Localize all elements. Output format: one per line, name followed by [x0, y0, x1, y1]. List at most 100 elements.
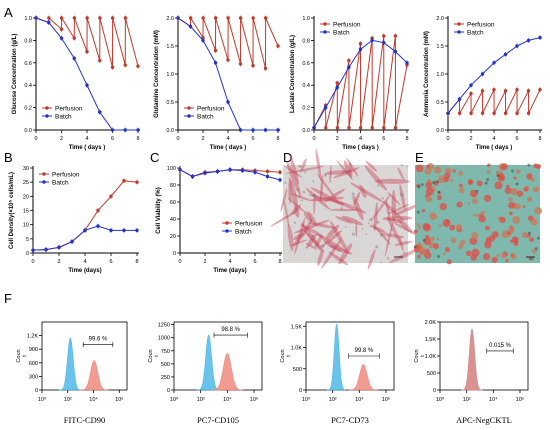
- cell-nucleus: [395, 216, 398, 219]
- x-axis-label: Time (days): [213, 268, 246, 274]
- lipid-droplet: [504, 187, 512, 195]
- data-point-batch: [382, 40, 386, 45]
- stained-fiber: [346, 157, 359, 177]
- y-tick-label: 500: [293, 367, 302, 373]
- x-axis-label: APC-NegCKTL: [456, 415, 512, 425]
- lipid-droplet: [452, 169, 456, 173]
- x-tick-label: 8: [538, 136, 541, 142]
- stained-fiber: [372, 223, 391, 246]
- cell-nucleus: [530, 257, 534, 261]
- data-point-perfusion: [335, 126, 340, 130]
- cell-nucleus: [296, 188, 300, 192]
- cell-nucleus: [417, 185, 421, 189]
- lipid-droplet: [472, 198, 478, 205]
- lipid-droplet: [433, 243, 439, 250]
- stained-fiber: [316, 233, 346, 252]
- x-tick-label: 6: [251, 136, 254, 142]
- cell-nucleus: [386, 257, 390, 260]
- lipid-droplet: [508, 226, 515, 234]
- data-point-perfusion: [469, 111, 473, 115]
- lipid-droplet: [458, 187, 465, 194]
- data-point-perfusion: [59, 27, 64, 31]
- stained-fiber: [294, 205, 300, 218]
- stained-fiber: [369, 224, 387, 234]
- cell-nucleus: [367, 222, 370, 225]
- stained-fiber: [331, 199, 367, 214]
- data-point-perfusion: [123, 16, 128, 20]
- x-tick-label: 10⁶: [382, 396, 390, 403]
- lipid-droplet: [491, 256, 498, 263]
- cell-nucleus: [345, 171, 349, 175]
- x-tick-label: 0: [446, 136, 449, 142]
- y-tick-label: 0.0: [24, 128, 32, 134]
- data-point-batch: [47, 20, 51, 25]
- cell-nucleus: [437, 254, 441, 258]
- stained-fiber: [294, 217, 306, 255]
- x-tick-label: 0: [34, 136, 37, 142]
- lipid-droplet: [456, 201, 463, 208]
- chart-f3: 0 500 1.0K 1.5K 10⁰ 10² 10⁴ 10⁶ 99.8 % Count PC7-C…: [280, 321, 395, 425]
- stained-fiber: [284, 165, 302, 178]
- data-point-batch: [358, 47, 363, 52]
- stained-fiber: [320, 238, 342, 269]
- data-point-perfusion: [382, 34, 386, 38]
- y-tick-label: 250: [161, 375, 170, 381]
- data-point-batch: [201, 38, 205, 43]
- chart-b: 0 2 4 6 8 0 5 10 15 20 25 30 Time (days) Cell Density…: [9, 166, 139, 274]
- stained-fiber: [325, 224, 340, 240]
- stained-fiber: [317, 250, 324, 266]
- y-axis-label-line: t: [420, 355, 426, 357]
- data-point-perfusion: [213, 48, 218, 53]
- x-tick-label: 10²: [197, 397, 205, 403]
- charts-layer: 0 2 4 6 8 0.0 0.2 0.4 0.6 0.8 1.0 Time ( days ) Gluc…: [9, 15, 542, 425]
- y-tick-label: 1.0: [302, 16, 310, 22]
- lipid-droplet: [527, 215, 534, 222]
- legend-marker: [457, 30, 461, 34]
- legend-marker: [225, 221, 229, 225]
- cell-nucleus: [515, 182, 519, 186]
- cell-nucleus: [351, 192, 355, 196]
- lipid-droplet: [508, 201, 515, 209]
- data-point-batch: [70, 239, 74, 244]
- histogram-peak-blue: [196, 334, 221, 391]
- cell-nucleus: [402, 251, 406, 254]
- y-tick-label: 0.4: [24, 83, 32, 89]
- y-tick-label: 1250: [158, 323, 170, 329]
- x-axis-label: Time ( days ): [476, 145, 513, 151]
- x-axis-label: FITC-CD90: [64, 415, 106, 425]
- y-tick-label: 10: [23, 223, 29, 229]
- cell-nucleus: [534, 247, 538, 251]
- y-tick-label: 2.0K: [425, 320, 437, 326]
- stained-fiber: [355, 222, 358, 238]
- stained-fiber: [305, 187, 331, 210]
- lipid-droplet: [523, 186, 529, 192]
- lipid-droplet: [486, 169, 491, 174]
- lipid-droplet: [505, 259, 509, 263]
- lipid-droplet: [533, 186, 540, 193]
- y-tick-label: 1.0: [436, 72, 444, 78]
- stained-fiber: [300, 158, 307, 172]
- stained-fiber: [289, 239, 308, 246]
- lipid-droplet: [458, 243, 464, 249]
- cell-nucleus: [536, 236, 540, 240]
- stained-fiber: [382, 201, 405, 221]
- y-axis-label-line: Coun: [16, 349, 22, 362]
- stained-fiber: [382, 233, 405, 239]
- lipid-droplet: [489, 235, 496, 242]
- histogram-peak-red: [79, 360, 109, 391]
- y-tick-label: 25: [23, 180, 29, 186]
- x-tick-label: 4: [359, 136, 362, 142]
- x-tick-label: 8: [276, 136, 279, 142]
- y-tick-label: 300: [29, 374, 38, 380]
- data-point-batch: [135, 228, 139, 233]
- y-tick-label: 5: [26, 237, 29, 243]
- x-tick-label: 10²: [463, 397, 471, 403]
- lipid-droplet: [460, 239, 466, 245]
- cell-nucleus: [390, 228, 393, 230]
- legend-label-perfusion: Perfusion: [197, 105, 225, 112]
- y-axis-label: Glutamine Concentration (mM): [154, 30, 160, 118]
- stained-fiber: [387, 192, 401, 206]
- y-tick-label: 2.0: [166, 16, 174, 22]
- data-point-batch: [44, 247, 48, 252]
- histogram-peak-red: [460, 329, 483, 391]
